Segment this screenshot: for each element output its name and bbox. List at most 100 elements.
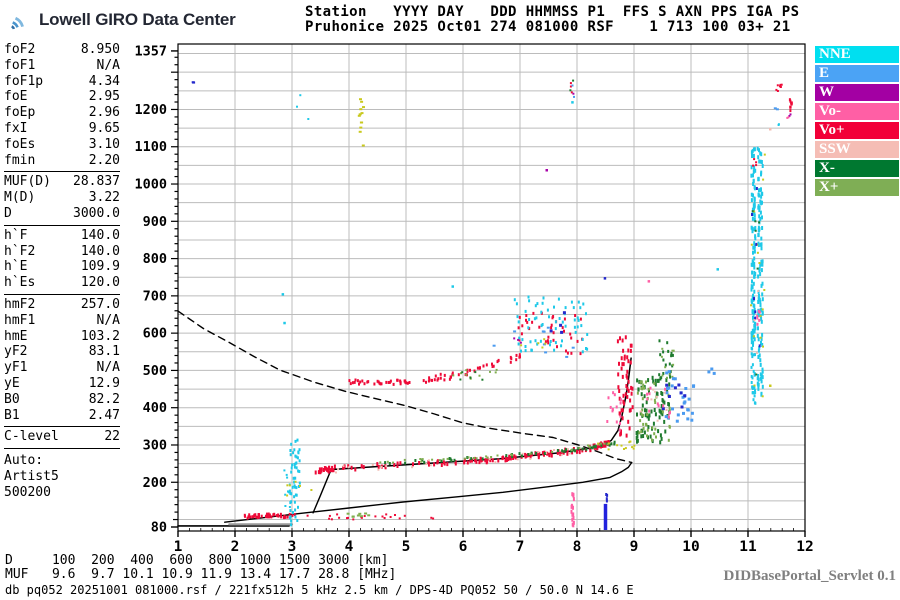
param-value: 140.0: [80, 227, 120, 243]
param-group-0: foF2 8.950 foF1 N/A foF1p 4.34 foE 2.95 foEp 2.96…: [4, 40, 120, 173]
db-record-line: db pq052 20251001 081000.rsf / 221fx512h…: [5, 583, 634, 597]
param-label: B1: [4, 407, 20, 423]
param-row: fxI 9.65: [4, 121, 120, 137]
y-axis-label: 1200: [134, 102, 167, 118]
legend-item-x: X+: [815, 179, 899, 196]
param-group-3: hmF2 257.0 hmF1 N/A hmE 103.2 yF2 83.1 yF1 N/A yE 1…: [4, 295, 120, 428]
x-axis-label: 2: [231, 539, 240, 555]
param-label: hmF2: [4, 296, 36, 312]
param-value: 2.47: [88, 407, 120, 423]
y-axis-label: 200: [143, 475, 167, 491]
station-header: Station YYYY DAY DDD HHMMSS P1 FFS S AXN…: [305, 5, 799, 35]
param-value: 12.9: [88, 375, 120, 391]
param-row: MUF(D) 28.837: [4, 174, 120, 190]
station-header-line1: Station YYYY DAY DDD HHMMSS P1 FFS S AXN…: [305, 4, 800, 20]
param-value: 83.1: [88, 344, 120, 360]
param-value: 2.96: [88, 105, 120, 121]
legend-item-e: E: [815, 65, 899, 82]
param-value: N/A: [96, 57, 120, 73]
param-value: 82.2: [88, 391, 120, 407]
param-row: B1 2.47: [4, 408, 120, 424]
param-label: foEs: [4, 136, 36, 152]
y-axis-label: 1357: [134, 43, 167, 59]
param-label: hmE: [4, 328, 28, 344]
param-value: 8.950: [80, 42, 120, 57]
param-label: fmin: [4, 152, 36, 168]
x-axis-label: 10: [682, 539, 699, 555]
param-row: M(D) 3.22: [4, 190, 120, 206]
curve-transmission-high: [177, 310, 633, 464]
param-value: 120.0: [80, 275, 120, 291]
param-row: yE 12.9: [4, 376, 120, 392]
legend-item-x: X-: [815, 160, 899, 177]
param-label: yF2: [4, 344, 28, 360]
x-axis-label: 3: [288, 539, 297, 555]
param-value: 2.20: [88, 152, 120, 168]
param-label: foF2: [4, 42, 36, 57]
muf-row: MUF 9.6 9.7 10.1 10.9 11.9 13.4 17.7 28.…: [5, 567, 397, 582]
param-label: C-level: [4, 429, 59, 445]
param-row: foEp 2.96: [4, 105, 120, 121]
curve-trace-F: [329, 357, 632, 471]
logo-text: Lowell GIRO Data Center: [39, 9, 236, 29]
param-row: foF1p 4.34: [4, 74, 120, 90]
param-value: 3000.0: [73, 205, 120, 221]
param-value: 257.0: [80, 296, 120, 312]
y-axis-label: 1100: [134, 139, 167, 155]
autoscaling-line: 500200: [4, 485, 51, 501]
param-row: D 3000.0: [4, 206, 120, 222]
param-row: h`F2 140.0: [4, 244, 120, 260]
param-value: 3.10: [88, 136, 120, 152]
station-header-line2: Pruhonice 2025 Oct01 274 081000 RSF 1 71…: [305, 19, 791, 35]
param-label: h`E: [4, 259, 28, 275]
x-axis-label: 1: [174, 539, 183, 555]
param-row: foEs 3.10: [4, 137, 120, 153]
legend-item-vo: Vo-: [815, 103, 899, 120]
param-row: foE 2.95: [4, 89, 120, 105]
giro-wave-icon: [11, 16, 24, 30]
param-label: yE: [4, 375, 20, 391]
param-label: foE: [4, 89, 28, 105]
parameters-panel: foF2 8.950 foF1 N/A foF1p 4.34 foE 2.95 foEp 2.96…: [4, 40, 120, 501]
logo: Lowell GIRO Data Center: [8, 6, 236, 33]
param-value: 140.0: [80, 243, 120, 259]
distance-row: D 100 200 400 600 800 1000 1500 3000 [km…: [5, 553, 389, 568]
x-axis-label: 12: [796, 539, 813, 555]
param-group-4: C-level 22: [4, 427, 120, 450]
param-label: foF1: [4, 57, 36, 73]
x-axis-label: 6: [459, 539, 468, 555]
legend-item-vo: Vo+: [815, 122, 899, 139]
param-value: 103.2: [80, 328, 120, 344]
autoscaling-line: Artist5: [4, 469, 59, 485]
param-row: hmE 103.2: [4, 329, 120, 345]
param-row: yF1 N/A: [4, 360, 120, 376]
param-row: h`E 109.9: [4, 259, 120, 275]
y-axis-label: 400: [143, 400, 167, 416]
legend-item-ssw: SSW: [815, 141, 899, 158]
param-group-2: h`F 140.0 h`F2 140.0 h`E 109.9 h`Es 120.0: [4, 226, 120, 295]
param-value: 28.837: [73, 174, 120, 190]
param-label: yF1: [4, 360, 28, 376]
param-row: h`Es 120.0: [4, 275, 120, 291]
servlet-version-label: DIDBasePortal_Servlet 0.1: [723, 568, 896, 584]
x-axis-label: 8: [573, 539, 582, 555]
x-axis-label: 9: [630, 539, 639, 555]
param-label: foEp: [4, 105, 36, 121]
param-value: 2.95: [88, 89, 120, 105]
param-value: N/A: [96, 360, 120, 376]
param-label: h`Es: [4, 275, 36, 291]
autoscaling-info: Auto: Artist5 500200: [4, 449, 120, 501]
y-axis-label: 80: [151, 520, 167, 536]
legend-item-nne: NNE: [815, 46, 899, 63]
autoscaling-line: Auto:: [4, 453, 44, 469]
curve-transmission-low: [223, 461, 633, 523]
y-axis-label: 900: [143, 214, 167, 230]
curve-trace-jump: [312, 471, 331, 514]
y-axis-label: 300: [143, 437, 167, 453]
y-axis-label: 1000: [134, 177, 167, 193]
y-axis-label: 600: [143, 326, 167, 342]
param-value: N/A: [96, 312, 120, 328]
param-row: C-level 22: [4, 429, 120, 445]
